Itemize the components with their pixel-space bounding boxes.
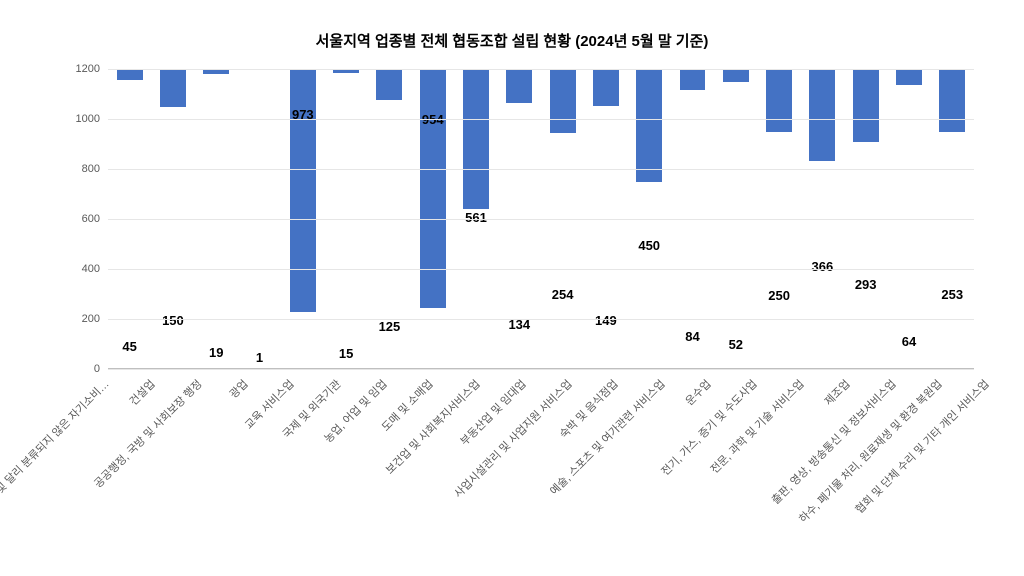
bar-value-label: 84 [685, 329, 699, 344]
grid-line [108, 69, 974, 70]
grid-line [108, 119, 974, 120]
bar-rect [680, 69, 706, 90]
bar-rect [117, 69, 143, 80]
x-tick-label: 국제 및 외국기관 [309, 368, 355, 538]
bar-rect [809, 69, 835, 161]
bar-rect [723, 69, 749, 82]
bar-value-label: 561 [465, 210, 487, 225]
x-tick-label: 교육 서비스업 [263, 368, 309, 538]
bar-value-label: 254 [552, 287, 574, 302]
bar-rect [550, 69, 576, 133]
bar-rect [853, 69, 879, 142]
bar-rect [290, 69, 316, 312]
bar-rect [506, 69, 532, 103]
bar-value-label: 45 [122, 339, 136, 354]
bar-value-label: 250 [768, 288, 790, 303]
bar-value-label: 19 [209, 345, 223, 360]
y-tick-label: 400 [56, 263, 100, 275]
x-labels-group: 가구내 고용활동 및 달리 분류되지 않은 자기소비…건설업공공행정, 국방 및… [78, 368, 1004, 538]
bar-rect [766, 69, 792, 132]
bar-value-label: 15 [339, 346, 353, 361]
grid-line [108, 319, 974, 320]
x-tick-label: 협회 및 단체 수리 및 기타 개인 서비스업 [958, 368, 1004, 538]
grid-line [108, 269, 974, 270]
bar-value-label: 149 [595, 313, 617, 328]
plot-area: 4515019197315125954561134254149450845225… [108, 69, 974, 369]
bar-rect [939, 69, 965, 132]
y-tick-label: 1000 [56, 113, 100, 125]
grid-line [108, 219, 974, 220]
bar-value-label: 150 [162, 313, 184, 328]
bar-value-label: 125 [379, 319, 401, 334]
bar-rect [463, 69, 489, 209]
x-tick-label: 공공행정, 국방 및 사회보장 행정 [171, 368, 217, 538]
bar-rect [420, 69, 446, 308]
bar-rect [593, 69, 619, 106]
y-tick-label: 200 [56, 313, 100, 325]
bar-rect [376, 69, 402, 100]
bar-value-label: 52 [729, 337, 743, 352]
bar-rect [160, 69, 186, 107]
y-tick-label: 600 [56, 213, 100, 225]
bar-rect [896, 69, 922, 85]
chart-container: 서울지역 업종별 전체 협동조합 설립 현황 (2024년 5월 말 기준) 4… [0, 0, 1024, 576]
bar-value-label: 450 [638, 238, 660, 253]
y-tick-label: 1200 [56, 63, 100, 75]
bar-value-label: 1 [256, 350, 263, 365]
grid-line [108, 169, 974, 170]
bar-value-label: 253 [941, 287, 963, 302]
bar-rect [636, 69, 662, 182]
x-tick-label: 광업 [217, 368, 263, 538]
bar-value-label: 366 [812, 259, 834, 274]
bar-value-label: 293 [855, 277, 877, 292]
bar-value-label: 64 [902, 334, 916, 349]
chart-title: 서울지역 업종별 전체 협동조합 설립 현황 (2024년 5월 말 기준) [30, 30, 994, 51]
y-tick-label: 800 [56, 163, 100, 175]
